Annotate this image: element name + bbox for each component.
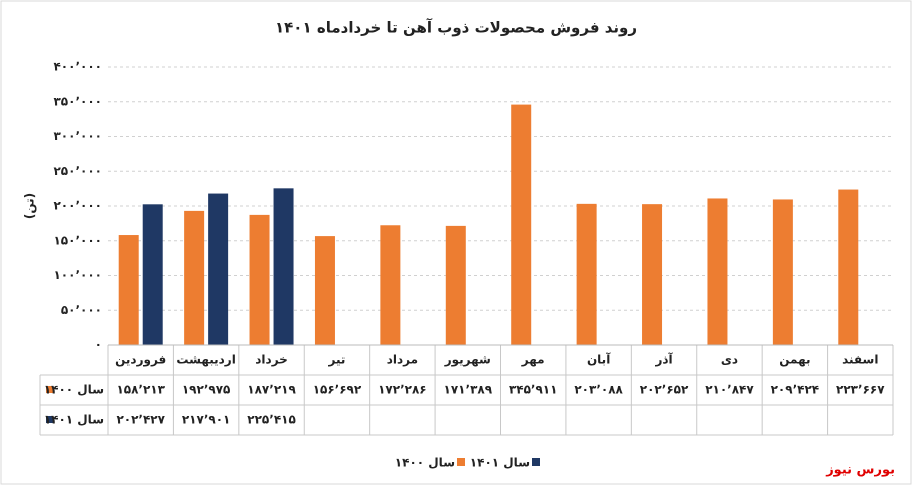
y-axis-label: (تن) — [23, 193, 37, 219]
y-tick-label: ۱۰۰٬۰۰۰ — [53, 268, 102, 282]
bar — [184, 210, 205, 345]
y-tick-label: ۲۵۰٬۰۰۰ — [53, 164, 102, 178]
row-header: سال ۱۴۰۰ — [44, 383, 104, 397]
table-value: ۲۱۷٬۹۰۱ — [182, 413, 231, 427]
x-tick-label: اسفند — [842, 353, 878, 367]
bar — [707, 198, 728, 345]
row-header: سال ۱۴۰۱ — [44, 413, 104, 427]
x-tick-label: اردیبهشت — [176, 353, 235, 367]
table-value: ۱۵۶٬۶۹۲ — [313, 383, 362, 397]
table-value: ۳۴۵٬۹۱۱ — [509, 383, 558, 397]
x-tick-label: شهریور — [444, 353, 491, 368]
table-value: ۲۲۳٬۶۶۷ — [836, 383, 885, 397]
source: بورس نیوز — [825, 463, 895, 478]
table-value: ۱۷۲٬۲۸۶ — [378, 383, 427, 397]
bar — [249, 214, 270, 345]
table-value: ۲۱۰٬۸۴۷ — [705, 383, 754, 397]
legend-label: سال ۱۴۰۰ — [395, 456, 455, 470]
y-tick-label: ۳۰۰٬۰۰۰ — [53, 129, 102, 143]
y-tick-label: ۱۵۰٬۰۰۰ — [53, 233, 102, 247]
legend-swatch — [46, 416, 53, 423]
y-tick-label: ۵۰٬۰۰۰ — [61, 303, 102, 317]
table-value: ۲۰۹٬۴۲۴ — [771, 383, 820, 397]
legend-label: سال ۱۴۰۱ — [470, 456, 530, 470]
x-tick-label: فروردین — [115, 353, 166, 368]
legend-swatch — [532, 458, 540, 466]
y-tick-label: ۴۰۰٬۰۰۰ — [53, 60, 102, 74]
x-tick-label: تیر — [328, 353, 346, 367]
y-tick-label: ۰ — [95, 338, 102, 352]
bar — [838, 189, 859, 345]
table-value: ۲۰۲٬۴۲۷ — [116, 413, 165, 427]
table-value: ۱۸۷٬۲۱۹ — [247, 383, 296, 397]
x-tick-label: آذر — [654, 352, 673, 367]
table-value: ۲۲۵٬۴۱۵ — [247, 413, 296, 427]
bar — [380, 225, 401, 345]
legend-swatch — [46, 386, 53, 393]
bar — [208, 193, 229, 345]
x-tick-label: مرداد — [387, 353, 418, 367]
x-tick-label: خرداد — [255, 353, 288, 367]
bar — [772, 199, 793, 345]
bar — [511, 104, 532, 345]
bar — [273, 188, 294, 345]
x-tick-label: آبان — [587, 352, 611, 367]
table-value: ۱۷۱٬۳۸۹ — [444, 383, 493, 397]
table-value: ۱۹۲٬۹۷۵ — [182, 383, 231, 397]
table-value: ۲۰۳٬۰۸۸ — [574, 383, 623, 397]
x-tick-label: مهر — [521, 353, 545, 367]
bar — [142, 204, 163, 345]
legend-swatch — [457, 458, 465, 466]
bar — [642, 204, 663, 345]
y-tick-label: ۲۰۰٬۰۰۰ — [53, 199, 102, 213]
x-tick-label: دی — [721, 353, 738, 367]
bar — [118, 235, 139, 345]
y-tick-label: ۳۵۰٬۰۰۰ — [53, 94, 102, 108]
table-value: ۱۵۸٬۲۱۳ — [116, 383, 165, 397]
x-tick-label: بهمن — [779, 353, 810, 367]
bar — [445, 225, 466, 345]
bar — [314, 236, 335, 345]
table-value: ۲۰۲٬۶۵۲ — [640, 383, 689, 397]
chart-title: روند فروش محصولات ذوب آهن تا خردادماه ۱۴… — [275, 19, 637, 37]
bar — [576, 203, 597, 345]
